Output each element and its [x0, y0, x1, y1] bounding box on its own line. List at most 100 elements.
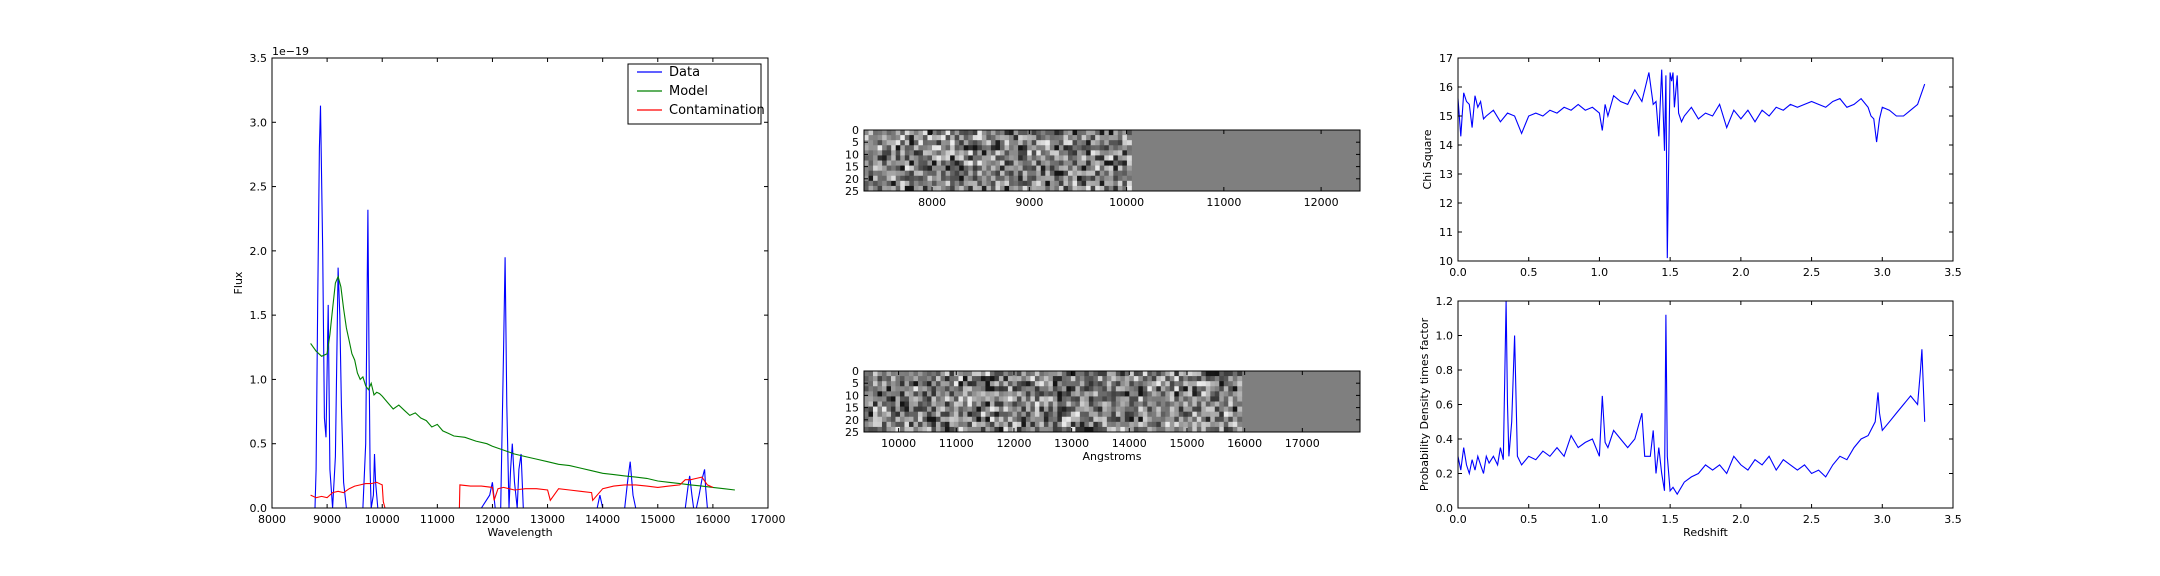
chi-square-ytick-label: 13	[1439, 168, 1453, 181]
bottom-image-pixel	[1111, 406, 1117, 413]
top-image-pixel	[1018, 140, 1024, 146]
top-image-pixel	[995, 155, 1001, 161]
top-image-pixel	[941, 130, 946, 136]
bottom-image-pixel	[976, 426, 982, 433]
bottom-image-pixel	[980, 411, 986, 418]
bottom-image-pixel	[922, 411, 928, 418]
top-image-pixel	[864, 135, 869, 141]
top-image-pixel	[1126, 135, 1132, 141]
top-image-pixel	[1036, 150, 1042, 156]
bottom-image-pixel	[1228, 371, 1234, 377]
top-image-pixel	[1063, 160, 1069, 166]
top-image-pixel	[959, 175, 965, 182]
top-image-pixel	[1049, 175, 1055, 182]
bottom-image-pixel	[1066, 421, 1072, 428]
bottom-image-pixel	[1205, 426, 1211, 433]
bottom-image-pixel	[1178, 376, 1184, 382]
bottom-image-pixel	[967, 396, 973, 402]
bottom-image-pixel	[1187, 371, 1193, 377]
bottom-image-pixel	[864, 406, 869, 413]
bottom-image-ytick-label: 5	[852, 377, 859, 390]
bottom-image-pixel	[1012, 416, 1018, 423]
bottom-image-pixel	[1057, 371, 1063, 377]
bottom-image-pixel	[1142, 421, 1148, 428]
top-image-pixel	[1104, 155, 1110, 161]
legend-label-data: Data	[669, 65, 700, 80]
bottom-image-pixel	[917, 381, 923, 387]
bottom-image-pixel	[1223, 406, 1229, 413]
bottom-image-pixel	[1174, 426, 1180, 433]
top-image-pixel	[1045, 145, 1051, 151]
top-image-pixel	[1108, 145, 1114, 151]
bottom-image-pixel	[899, 401, 905, 407]
bottom-image-pixel	[1151, 426, 1157, 433]
bottom-image-pixel	[1183, 391, 1189, 397]
top-image-pixel	[1063, 175, 1069, 182]
bottom-image-pixel	[980, 406, 986, 413]
top-image-pixel	[932, 135, 937, 141]
top-image-pixel	[1086, 170, 1092, 177]
bottom-image-pixel	[1039, 426, 1045, 433]
bottom-image-xtick-label: 16000	[1227, 437, 1262, 450]
top-image-pixel	[882, 185, 888, 192]
top-image-pixel	[1054, 175, 1060, 182]
bottom-image-pixel	[872, 416, 878, 423]
bottom-image-pixel	[1079, 411, 1085, 418]
top-image-pixel	[873, 140, 878, 146]
bottom-image-pixel	[1030, 416, 1036, 423]
bottom-image-pixel	[899, 416, 905, 423]
chi-square-series	[1457, 69, 1926, 259]
bottom-image-pixel	[1034, 406, 1040, 413]
bottom-image-pixel	[904, 401, 910, 407]
bottom-image-pixel	[917, 396, 923, 402]
top-image-pixel	[891, 160, 897, 166]
bottom-image-pixel	[872, 396, 878, 402]
bottom-image-pixel	[1223, 401, 1229, 407]
top-image-pixel	[1072, 160, 1078, 166]
bottom-image-pixel	[1160, 411, 1166, 418]
bottom-image-pixel	[922, 416, 928, 423]
top-image-pixel	[1058, 175, 1064, 182]
bottom-image-pixel	[1124, 386, 1130, 392]
bottom-image-pixel	[1129, 411, 1135, 418]
bottom-image-pixel	[1142, 376, 1148, 382]
top-image-pixel	[891, 185, 897, 192]
bottom-image-pixel	[1165, 416, 1171, 423]
bottom-image-pixel	[1129, 376, 1135, 382]
top-image-pixel	[909, 150, 915, 156]
bottom-image-pixel	[949, 381, 955, 387]
bottom-image-pixel	[962, 381, 968, 387]
bottom-image-pixel	[1084, 371, 1090, 377]
top-image-pixel	[1040, 150, 1046, 156]
bottom-image-pixel	[868, 401, 874, 407]
top-image-pixel	[873, 175, 878, 182]
bottom-image-pixel	[1151, 416, 1157, 423]
bottom-image-pixel	[1016, 396, 1022, 402]
top-image-pixel	[877, 180, 883, 187]
bottom-image-pixel	[1120, 391, 1126, 397]
top-image-pixel	[990, 175, 996, 182]
bottom-image-pixel	[1196, 396, 1202, 402]
bottom-image-pixel	[1030, 376, 1036, 382]
bottom-image-pixel	[1142, 381, 1148, 387]
spectrum-xtick-label: 8000	[258, 513, 286, 526]
bottom-image-pixel	[1201, 411, 1207, 418]
top-image-pixel	[1117, 175, 1123, 182]
top-image-pixel	[1022, 180, 1028, 187]
bottom-image-pixel	[985, 426, 991, 433]
spectrum-xtick-label: 13000	[530, 513, 565, 526]
bottom-image-ytick-label: 10	[845, 389, 859, 402]
bottom-image-pixel	[926, 396, 932, 402]
bottom-image-pixel	[1232, 371, 1238, 377]
bottom-image-pixel	[958, 411, 964, 418]
bottom-image-pixel	[1093, 396, 1099, 402]
bottom-image-pixel	[985, 381, 991, 387]
top-image-pixel	[1126, 145, 1132, 151]
bottom-image-pixel	[1016, 416, 1022, 423]
bottom-image-pixel	[926, 391, 932, 397]
top-image-pixel	[972, 155, 978, 161]
bottom-image-pixel	[1106, 376, 1112, 382]
bottom-image-pixel	[1232, 426, 1238, 433]
top-image-pixel	[1122, 140, 1128, 146]
bottom-image-pixel	[1079, 401, 1085, 407]
